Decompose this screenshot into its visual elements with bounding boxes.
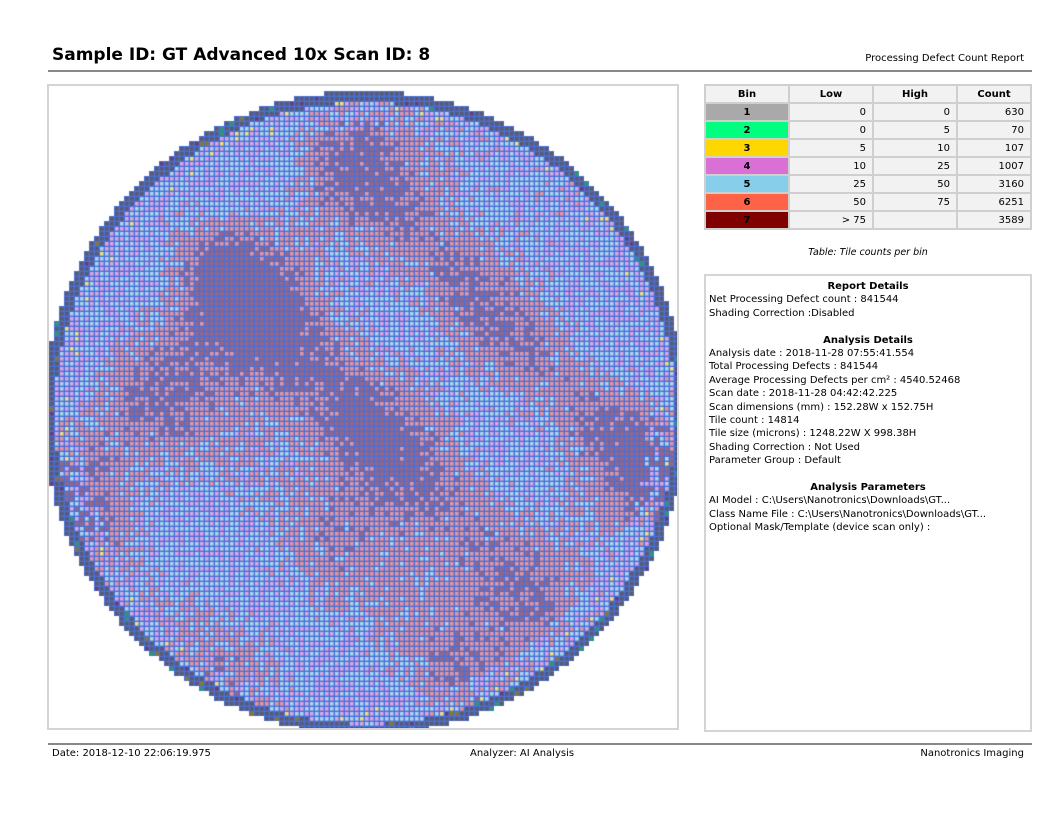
report-type-label: Processing Defect Count Report [865, 53, 1024, 64]
footer-divider [48, 743, 1032, 745]
footer-date: Date: 2018-12-10 22:06:19.975 [52, 748, 211, 759]
analysis-detail-line: Shading Correction : Not Used [709, 441, 860, 453]
high-cell [872, 210, 958, 230]
high-cell: 75 [872, 192, 958, 212]
count-cell: 3160 [956, 174, 1032, 194]
analysis-parameter-line: Optional Mask/Template (device scan only… [709, 522, 931, 534]
report-details-line: Net Processing Defect count : 841544 [709, 294, 899, 306]
low-cell: 50 [788, 192, 874, 212]
column-header-bin: Bin [704, 84, 790, 104]
low-cell: 25 [788, 174, 874, 194]
bin-cell: 5 [704, 174, 790, 194]
bin-row: 6 50 75 6251 [704, 192, 1032, 212]
column-header-high: High [872, 84, 958, 104]
bin-table: Bin Low High Count 1 0 0 630 2 0 5 70 3 5 10 107 4 10… [704, 84, 1032, 230]
bin-row: 2 0 5 70 [704, 120, 1032, 140]
analysis-detail-line: Parameter Group : Default [709, 455, 841, 467]
bin-row: 7 > 75 3589 [704, 210, 1032, 230]
analysis-detail-line: Average Processing Defects per cm² : 454… [709, 374, 961, 386]
analysis-detail-line: Scan dimensions (mm) : 152.28W x 152.75H [709, 401, 934, 413]
bin-table-header: Bin Low High Count [704, 84, 1032, 104]
page-title: Sample ID: GT Advanced 10x Scan ID: 8 [52, 45, 431, 65]
spacer [709, 468, 1027, 481]
count-cell: 70 [956, 120, 1032, 140]
high-cell: 5 [872, 120, 958, 140]
analysis-detail-line: Scan date : 2018-11-28 04:42:42.225 [709, 388, 898, 400]
bin-row: 5 25 50 3160 [704, 174, 1032, 194]
bin-table-caption: Table: Tile counts per bin [808, 247, 928, 258]
details-panel: Report Details Net Processing Defect cou… [704, 274, 1032, 732]
analysis-parameter-line: AI Model : C:\Users\Nanotronics\Download… [709, 495, 951, 507]
wafer-defect-map[interactable] [49, 86, 677, 728]
footer-analyzer: Analyzer: AI Analysis [470, 748, 575, 759]
low-cell: 10 [788, 156, 874, 176]
count-cell: 3589 [956, 210, 1032, 230]
column-header-count: Count [956, 84, 1032, 104]
low-cell: 0 [788, 102, 874, 122]
high-cell: 25 [872, 156, 958, 176]
analysis-parameter-line: Class Name File : C:\Users\Nanotronics\D… [709, 508, 987, 520]
report-details-title: Report Details [827, 281, 909, 292]
bin-cell: 2 [704, 120, 790, 140]
count-cell: 1007 [956, 156, 1032, 176]
analysis-parameters-title: Analysis Parameters [810, 482, 926, 494]
wafer-map-panel[interactable] [47, 84, 679, 730]
bin-cell: 6 [704, 192, 790, 212]
bin-row: 3 5 10 107 [704, 138, 1032, 158]
bin-row: 4 10 25 1007 [704, 156, 1032, 176]
low-cell: 5 [788, 138, 874, 158]
bin-cell: 4 [704, 156, 790, 176]
bin-cell: 3 [704, 138, 790, 158]
high-cell: 0 [872, 102, 958, 122]
column-header-low: Low [788, 84, 874, 104]
low-cell: > 75 [788, 210, 874, 230]
analysis-details-title: Analysis Details [823, 334, 913, 346]
high-cell: 10 [872, 138, 958, 158]
analysis-detail-line: Tile size (microns) : 1248.22W X 998.38H [709, 428, 917, 440]
bin-cell: 1 [704, 102, 790, 122]
count-cell: 107 [956, 138, 1032, 158]
footer-brand: Nanotronics Imaging [920, 748, 1024, 759]
low-cell: 0 [788, 120, 874, 140]
analysis-detail-line: Total Processing Defects : 841544 [709, 361, 879, 373]
report-details-line: Shading Correction :Disabled [709, 307, 855, 319]
analysis-detail-line: Tile count : 14814 [709, 415, 800, 427]
count-cell: 6251 [956, 192, 1032, 212]
spacer [709, 320, 1027, 333]
high-cell: 50 [872, 174, 958, 194]
bin-row: 1 0 0 630 [704, 102, 1032, 122]
bin-cell: 7 [704, 210, 790, 230]
header-divider [48, 70, 1032, 72]
count-cell: 630 [956, 102, 1032, 122]
analysis-detail-line: Analysis date : 2018-11-28 07:55:41.554 [709, 348, 915, 360]
